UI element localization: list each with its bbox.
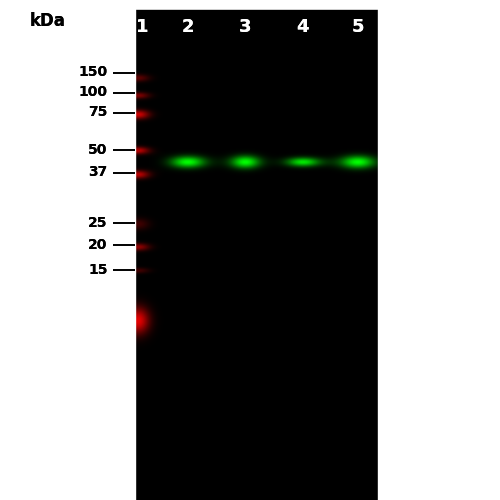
- Text: 1: 1: [136, 18, 149, 36]
- Bar: [0, 0, 135, 500]
- Text: 75: 75: [88, 106, 108, 120]
- Text: 15: 15: [88, 263, 108, 277]
- Text: kDa: kDa: [30, 12, 66, 30]
- Text: 150: 150: [78, 66, 108, 80]
- Text: 20: 20: [88, 238, 108, 252]
- Text: 15: 15: [88, 263, 108, 277]
- Text: 37: 37: [88, 166, 108, 179]
- Text: 50: 50: [88, 143, 108, 157]
- Bar: [135, 10, 378, 500]
- Text: 25: 25: [88, 216, 108, 230]
- Text: 37: 37: [88, 166, 108, 179]
- Text: 50: 50: [88, 143, 108, 157]
- Text: 25: 25: [88, 216, 108, 230]
- Text: 1: 1: [136, 18, 149, 36]
- Text: 2: 2: [181, 18, 194, 36]
- Text: 5: 5: [351, 18, 364, 36]
- Text: 75: 75: [88, 106, 108, 120]
- Text: kDa: kDa: [30, 12, 66, 30]
- Text: 3: 3: [239, 18, 252, 36]
- Text: 2: 2: [181, 18, 194, 36]
- Text: 100: 100: [78, 86, 108, 100]
- Text: 3: 3: [239, 18, 252, 36]
- Text: 20: 20: [88, 238, 108, 252]
- Text: 5: 5: [351, 18, 364, 36]
- Text: 100: 100: [78, 86, 108, 100]
- Text: 150: 150: [78, 66, 108, 80]
- Text: 4: 4: [296, 18, 309, 36]
- Text: 4: 4: [296, 18, 309, 36]
- Bar: [378, 0, 500, 500]
